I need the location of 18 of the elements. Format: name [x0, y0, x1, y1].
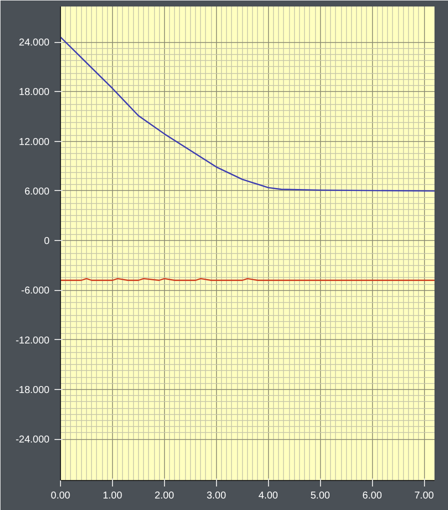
- x-tick-label: 4.00: [258, 490, 278, 502]
- x-tick-label: 1.00: [102, 490, 123, 502]
- x-tick-label: 0.00: [50, 490, 71, 502]
- y-tick-label: 24.000: [18, 38, 50, 49]
- x-tick-label: 6.00: [362, 490, 382, 502]
- x-tick-label: 3.00: [206, 490, 227, 502]
- y-tick-label: -12.000: [16, 335, 50, 346]
- y-tick-label: 12.000: [18, 136, 50, 148]
- y-tick-label: 6.000: [24, 186, 50, 198]
- y-tick-label: 18.000: [18, 87, 50, 98]
- x-tick-label: 7.00: [414, 490, 434, 502]
- y-tick-label: -6.000: [21, 286, 50, 297]
- y-tick-label: -24.000: [16, 434, 50, 446]
- y-tick-label: 0: [44, 236, 50, 248]
- x-tick-label: 5.00: [310, 490, 330, 502]
- y-tick-label: -18.000: [16, 385, 50, 396]
- x-tick-label: 2.00: [154, 490, 175, 502]
- line-series: [60, 36, 434, 192]
